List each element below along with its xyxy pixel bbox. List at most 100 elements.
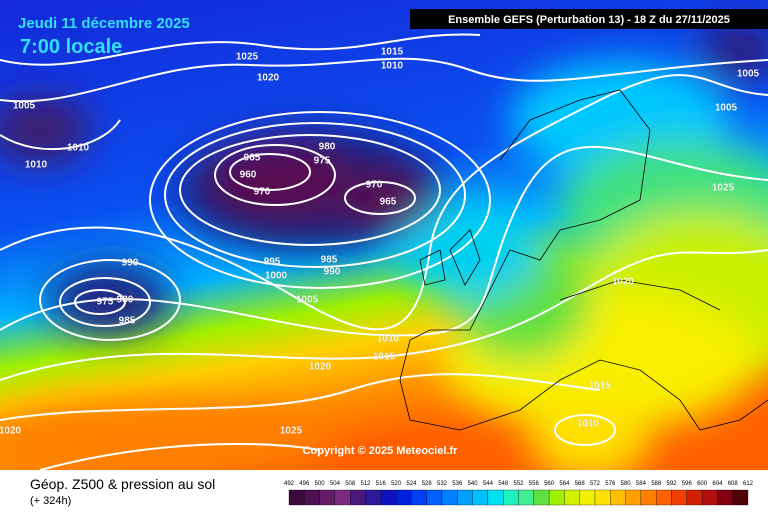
scale-label: 564 xyxy=(559,481,570,487)
isobar-label: 995 xyxy=(264,257,281,268)
isobar-label: 965 xyxy=(244,153,261,164)
scale-label: 528 xyxy=(422,481,433,487)
scale-swatch xyxy=(640,489,657,506)
isobar-label: 1000 xyxy=(265,271,288,282)
isobar-label: 985 xyxy=(321,255,338,266)
run-info: Ensemble GEFS (Perturbation 13) - 18 Z d… xyxy=(448,14,730,26)
scale-label: 548 xyxy=(498,481,509,487)
scale-swatch xyxy=(548,489,565,506)
isobar-label: 1010 xyxy=(25,160,48,171)
scale-swatch xyxy=(365,489,381,506)
scale-swatch xyxy=(518,489,534,506)
isobar-label: 1025 xyxy=(280,426,303,437)
scale-swatch xyxy=(472,489,489,506)
isobar-label: 980 xyxy=(117,295,134,306)
scale-swatch xyxy=(610,489,626,506)
scale-swatch xyxy=(441,489,458,506)
isobar-label: 1025 xyxy=(236,52,259,63)
isobar-label: 1005 xyxy=(715,103,738,114)
scale-label: 600 xyxy=(697,481,708,487)
isobars xyxy=(0,33,768,471)
fields xyxy=(0,20,768,480)
scale-swatch xyxy=(564,489,580,506)
scale-swatch xyxy=(334,489,351,506)
scale-swatch xyxy=(457,489,473,506)
scale-label: 500 xyxy=(315,481,326,487)
map xyxy=(0,0,768,480)
isobar-label: 975 xyxy=(97,297,114,308)
isobar-label: 1005 xyxy=(13,101,36,112)
scale-label: 524 xyxy=(406,481,417,487)
scale-label: 552 xyxy=(513,481,524,487)
scale-swatch xyxy=(625,489,642,506)
copyright: Copyright © 2025 Meteociel.fr xyxy=(303,445,459,457)
forecast-date: Jeudi 11 décembre 2025 xyxy=(18,15,190,32)
scale-label: 580 xyxy=(621,481,632,487)
scale-swatch xyxy=(594,489,611,506)
scale-label: 604 xyxy=(712,481,723,487)
isobar-label: 1020 xyxy=(612,277,635,288)
color-scale: 492 496 500 504 508 512 516 520 524 528 532 536 540 5… xyxy=(284,481,754,506)
scale-swatch xyxy=(701,489,718,506)
scale-swatch xyxy=(671,489,687,506)
lead-time: (+ 324h) xyxy=(30,495,71,507)
isobar-label: 970 xyxy=(254,187,271,198)
isobar-label: 1010 xyxy=(67,143,90,154)
isobar-label: 970 xyxy=(366,180,383,191)
isobar-label: 990 xyxy=(122,258,139,269)
scale-swatch xyxy=(579,489,596,506)
isobar-label: 1015 xyxy=(589,381,612,392)
isobar-label: 990 xyxy=(324,267,341,278)
scale-label: 512 xyxy=(360,481,371,487)
scale-swatch xyxy=(656,489,672,506)
isobar-label: 980 xyxy=(319,142,336,153)
scale-swatch xyxy=(686,489,703,506)
scale-swatch xyxy=(503,489,519,506)
scale-label: 596 xyxy=(682,481,693,487)
scale-swatch xyxy=(533,489,550,506)
scale-label: 496 xyxy=(299,481,310,487)
scale-swatch xyxy=(411,489,427,506)
scale-label: 544 xyxy=(483,481,494,487)
scale-label: 516 xyxy=(376,481,387,487)
scale-label: 588 xyxy=(651,481,662,487)
scale-label: 520 xyxy=(391,481,402,487)
forecast-time: 7:00 locale xyxy=(20,36,122,58)
coastlines xyxy=(399,89,768,431)
isobar-label: 1020 xyxy=(309,362,332,373)
scale-swatch xyxy=(304,489,320,506)
scale-swatch xyxy=(717,489,733,506)
scale-label: 492 xyxy=(284,481,295,487)
scale-label: 560 xyxy=(544,481,555,487)
run-banner xyxy=(410,9,768,29)
isobar-label: 1010 xyxy=(381,61,404,72)
scale-swatch xyxy=(395,489,412,506)
scale-label: 612 xyxy=(743,481,754,487)
scale-label: 572 xyxy=(590,481,601,487)
scale-swatch xyxy=(350,489,366,506)
isobar-label: 1015 xyxy=(373,352,396,363)
scale-swatch xyxy=(732,489,749,506)
scale-swatch xyxy=(319,489,336,506)
scale-swatch xyxy=(487,489,504,506)
scale-label: 508 xyxy=(345,481,356,487)
scale-label: 568 xyxy=(575,481,586,487)
scale-label: 536 xyxy=(452,481,463,487)
isobar-label: 1010 xyxy=(377,334,400,345)
scale-label: 540 xyxy=(468,481,479,487)
isobar-label: 960 xyxy=(240,170,257,181)
isobar-label: 975 xyxy=(314,156,331,167)
isobar-label: 1005 xyxy=(296,295,319,306)
isobar-label: 1010 xyxy=(577,419,600,430)
isobar-label: 1015 xyxy=(381,47,404,58)
isobar-label: 965 xyxy=(380,197,397,208)
isobar-label: 1020 xyxy=(257,73,280,84)
scale-label: 584 xyxy=(636,481,647,487)
scale-swatch xyxy=(380,489,397,506)
scale-label: 592 xyxy=(666,481,677,487)
scale-swatch xyxy=(288,489,305,506)
scale-swatch xyxy=(426,489,443,506)
isobar-label: 1025 xyxy=(712,183,735,194)
isobar-label: 1020 xyxy=(0,426,22,437)
